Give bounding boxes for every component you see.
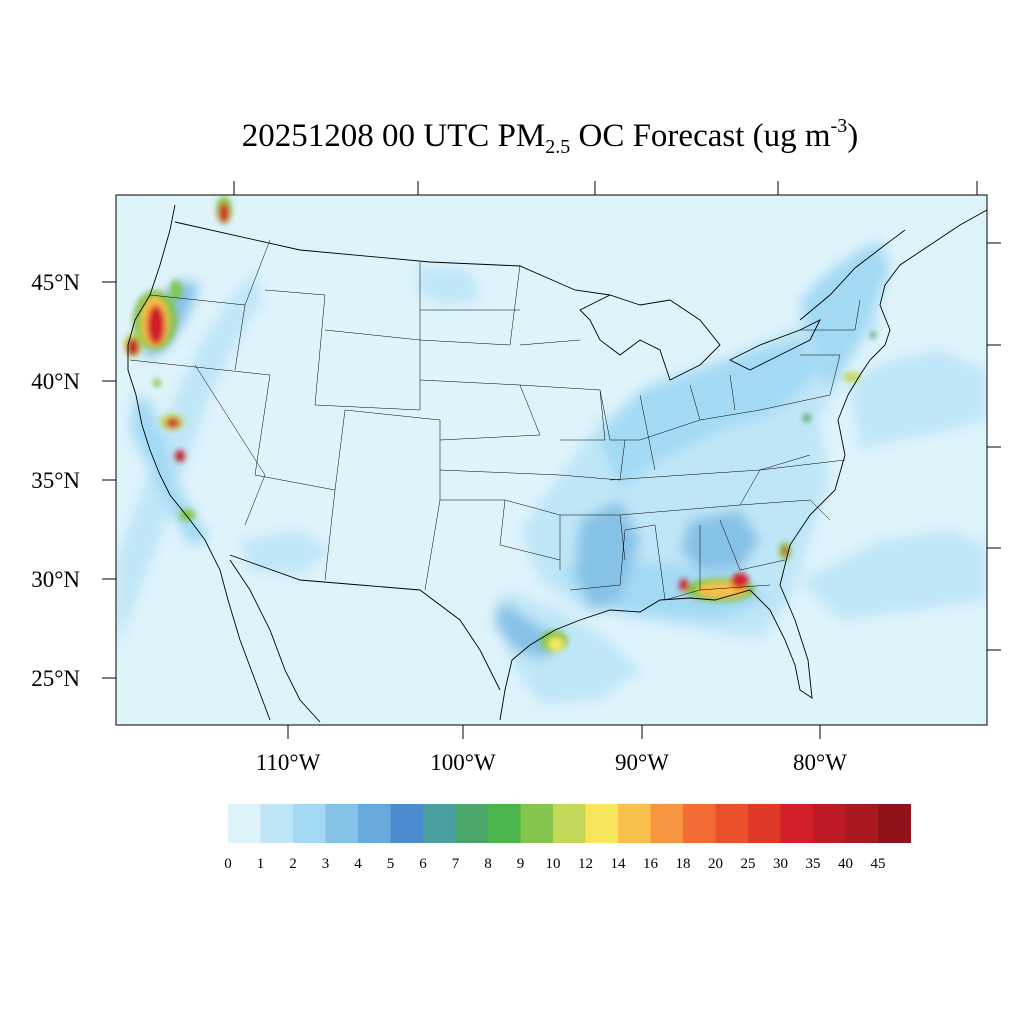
hotspot-texas-coast: [540, 630, 568, 652]
colorbar-label: 7: [452, 856, 460, 872]
southwest-haze: [240, 530, 330, 575]
hotspot-gulf-coast: [679, 573, 755, 602]
state-line-id: [234, 239, 271, 371]
colorbar-label: 4: [354, 856, 362, 872]
lat-label-45: 45°N: [31, 270, 80, 295]
colorbar: 0 1 2 3 4 5 6 7 8 9 10 12 14 16 18 20 25 30 35 40 45: [224, 804, 911, 872]
colorbar-swatch: [358, 804, 391, 843]
lon-label-100: 100°W: [430, 750, 496, 775]
ohio-valley-band: [600, 340, 820, 490]
hotspot-bay-area: [153, 379, 195, 521]
atlantic-coastline: [779, 209, 987, 586]
northern-plains-haze: [415, 265, 480, 305]
state-line-ut-az: [254, 374, 336, 581]
state-line-nv: [194, 364, 266, 526]
state-line-ne-ks: [419, 379, 561, 476]
state-line-il-in-oh: [599, 374, 736, 471]
canada-border: [174, 221, 611, 296]
colorbar-swatch: [618, 804, 651, 843]
map-ticks: [102, 181, 1001, 739]
colorbar-label: 18: [676, 856, 691, 872]
colorbar-swatch: [228, 804, 261, 843]
latitude-labels: 45°N 40°N 35°N 30°N 25°N: [31, 270, 80, 691]
offshore-atlantic-south: [800, 530, 987, 620]
baja-coast: [229, 559, 321, 723]
lon-label-110: 110°W: [256, 750, 321, 775]
map-plot-area: [116, 195, 987, 725]
state-line-va-pa-ny: [759, 299, 861, 411]
colorbar-label: 35: [806, 856, 821, 872]
colorbar-swatch: [488, 804, 521, 843]
hotspot-northeast: [803, 331, 876, 422]
map-frame: [115, 194, 988, 726]
mississippi-band: [575, 500, 640, 610]
colorbar-swatch: [293, 804, 326, 843]
colorbar-label: 14: [611, 856, 627, 872]
colorbar-label: 1: [257, 856, 265, 872]
colorbar-label: 45: [871, 856, 886, 872]
state-line-ok-tx: [440, 499, 561, 570]
gulf-haze: [500, 590, 640, 705]
state-line-wa-or: [149, 294, 246, 306]
lat-label-35: 35°N: [31, 468, 80, 493]
colorbar-label: 16: [643, 856, 659, 872]
colorbar-swatch: [878, 804, 911, 843]
colorbar-swatch: [748, 804, 781, 843]
state-line-dakotas: [419, 262, 521, 346]
gulf-coastline: [499, 584, 813, 721]
northeast-band: [800, 240, 890, 390]
colorbar-swatch: [780, 804, 814, 843]
colorbar-swatch: [585, 804, 619, 843]
colorbar-swatch: [845, 804, 879, 843]
california-coast-band: [130, 395, 210, 545]
colorbar-swatch: [813, 804, 846, 843]
map-title: 20251208 00 UTC PM2.5 OC Forecast (ug m-…: [241, 115, 859, 158]
colorbar-swatch: [683, 804, 716, 843]
lat-label-30: 30°N: [31, 567, 80, 592]
mexico-border: [229, 554, 501, 691]
state-borders: [129, 239, 861, 601]
colorbar-label: 3: [322, 856, 330, 872]
lon-label-90: 90°W: [615, 750, 669, 775]
colorbar-swatch: [260, 804, 294, 843]
colorbar-swatch: [390, 804, 424, 843]
colorbar-label: 12: [578, 856, 593, 872]
colorbar-label: 25: [741, 856, 756, 872]
lat-label-25: 25°N: [31, 666, 80, 691]
great-lakes-outline: [579, 294, 721, 381]
colorbar-swatch: [325, 804, 359, 843]
lon-label-80: 80°W: [793, 750, 847, 775]
colorbar-label: 20: [708, 856, 723, 872]
state-line-ga-fl: [699, 519, 786, 591]
colorbar-label: 0: [224, 856, 232, 872]
state-line-co-nm: [334, 409, 441, 591]
pacific-plume: [116, 270, 262, 650]
hotspot-montana: [216, 196, 232, 224]
state-line-or-ca: [129, 359, 271, 376]
colorbar-label: 6: [419, 856, 427, 872]
state-line-carolinas: [739, 459, 846, 521]
colorbar-swatch: [650, 804, 684, 843]
atlantic-plume: [850, 350, 987, 450]
colorbar-swatch: [553, 804, 586, 843]
colorbar-swatch: [455, 804, 489, 843]
hotspot-georgia-coast: [779, 542, 791, 560]
colorbar-label: 30: [773, 856, 788, 872]
colorbar-label: 2: [289, 856, 297, 872]
colorbar-label: 40: [838, 856, 853, 872]
colorbar-label: 10: [546, 856, 561, 872]
colorbar-label: 5: [387, 856, 395, 872]
state-line-mn-ia: [519, 339, 606, 441]
lat-label-40: 40°N: [31, 369, 80, 394]
colorbar-swatch: [715, 804, 749, 843]
colorbar-swatch: [520, 804, 554, 843]
ne-canada-border: [799, 229, 906, 321]
state-line-wy-mt: [264, 289, 421, 411]
colorbar-label: 9: [517, 856, 525, 872]
colorbar-label: 8: [484, 856, 492, 872]
colorbar-swatch: [423, 804, 456, 843]
longitude-labels: 110°W 100°W 90°W 80°W: [256, 750, 848, 775]
